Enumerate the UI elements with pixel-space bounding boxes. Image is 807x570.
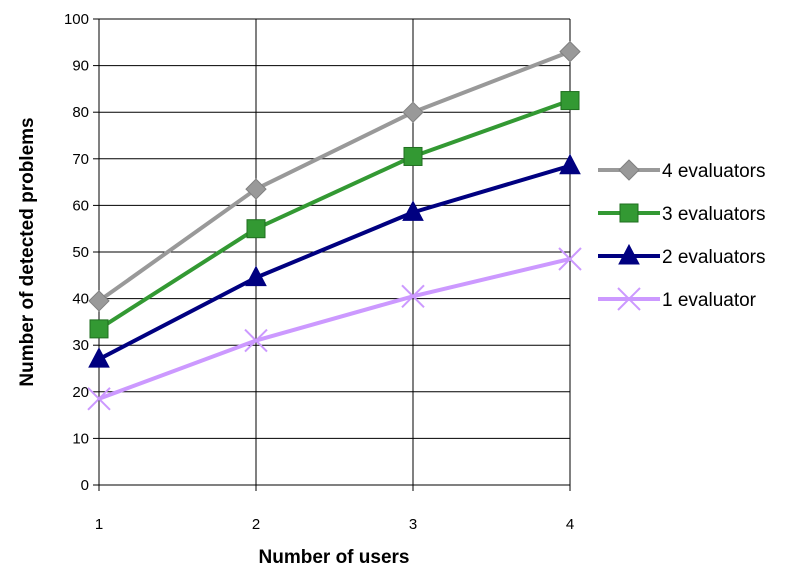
legend-label: 3 evaluators bbox=[662, 204, 766, 225]
data-point bbox=[88, 290, 110, 312]
x-marker-stroke bbox=[244, 328, 268, 353]
data-point bbox=[89, 319, 109, 339]
y-tick-label: 0 bbox=[81, 477, 89, 494]
data-point bbox=[403, 146, 423, 166]
y-tick-label: 100 bbox=[64, 11, 89, 28]
y-tick-label: 30 bbox=[72, 337, 89, 354]
data-point bbox=[245, 178, 267, 200]
legend-swatch-marker bbox=[617, 287, 641, 311]
legend-swatch-marker bbox=[619, 203, 639, 223]
axes bbox=[93, 18, 571, 491]
y-tick-label: 40 bbox=[72, 291, 89, 308]
data-point bbox=[558, 247, 582, 271]
data-point bbox=[402, 200, 424, 221]
series-line bbox=[97, 98, 571, 331]
x-tick-label: 1 bbox=[95, 516, 103, 533]
x-axis-title: Number of users bbox=[259, 547, 410, 568]
legend-label: 2 evaluators bbox=[662, 247, 766, 268]
data-point bbox=[559, 40, 581, 63]
x-marker-stroke bbox=[401, 284, 425, 308]
tick-labels: 0 10 20 30 40 50 60 70 80 90 100 1 2 3 4 bbox=[64, 11, 574, 533]
y-tick-label: 70 bbox=[72, 151, 89, 168]
series-line bbox=[98, 163, 571, 361]
legend-item-0: 4 evaluators bbox=[598, 159, 766, 182]
x-tick-label: 3 bbox=[409, 516, 417, 533]
series bbox=[87, 40, 582, 411]
series-line bbox=[97, 49, 571, 303]
data-point bbox=[87, 387, 111, 411]
data-point bbox=[401, 284, 425, 308]
legend-item-1: 3 evaluators bbox=[598, 203, 766, 225]
legend-item-3: 1 evaluator bbox=[598, 287, 757, 311]
y-tick-label: 50 bbox=[72, 244, 89, 261]
data-point bbox=[245, 265, 267, 287]
legend-label: 1 evaluator bbox=[662, 290, 757, 311]
legend-item-2: 2 evaluators bbox=[598, 243, 766, 268]
y-tick-label: 90 bbox=[72, 58, 89, 75]
x-marker-stroke bbox=[558, 247, 582, 271]
y-tick-label: 20 bbox=[72, 384, 89, 401]
x-marker-stroke bbox=[87, 387, 111, 411]
data-point bbox=[246, 219, 266, 239]
x-tick-label: 4 bbox=[566, 516, 574, 533]
data-point bbox=[559, 153, 581, 175]
legend: 4 evaluators 3 evaluators 2 evaluators 1 ev… bbox=[598, 159, 766, 311]
y-tick-label: 80 bbox=[72, 104, 89, 121]
x-marker-stroke bbox=[617, 287, 641, 311]
data-point bbox=[88, 347, 110, 368]
series-1 bbox=[89, 91, 580, 339]
series-2 bbox=[88, 153, 581, 368]
series-3 bbox=[87, 247, 582, 411]
legend-swatch-marker bbox=[618, 243, 640, 265]
y-tick-label: 60 bbox=[72, 197, 89, 214]
x-tick-label: 2 bbox=[252, 516, 260, 533]
series-line bbox=[98, 257, 571, 401]
y-axis-title: Number of detected problems bbox=[17, 117, 38, 386]
series-0 bbox=[88, 40, 581, 312]
legend-swatch-marker bbox=[618, 159, 640, 181]
data-point bbox=[244, 328, 268, 353]
data-point bbox=[560, 91, 580, 111]
y-tick-label: 10 bbox=[72, 430, 89, 447]
data-point bbox=[402, 101, 424, 123]
legend-label: 4 evaluators bbox=[662, 161, 766, 182]
